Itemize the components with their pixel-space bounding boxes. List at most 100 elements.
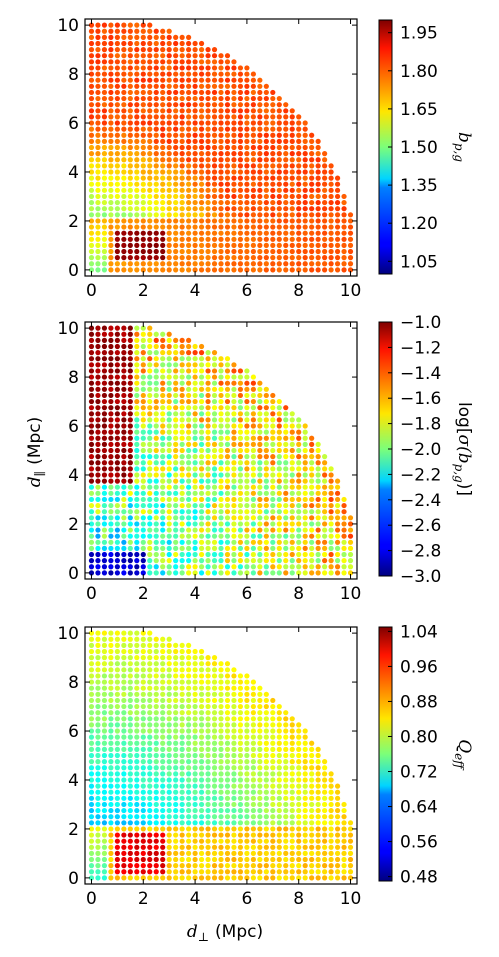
data-point [153, 417, 159, 423]
data-point [192, 405, 198, 411]
data-point [283, 844, 289, 850]
data-point [160, 236, 166, 242]
data-point [309, 248, 315, 255]
data-point [95, 441, 101, 447]
data-point [160, 331, 166, 337]
data-point [270, 261, 276, 267]
data-point [302, 777, 308, 783]
data-point [224, 752, 231, 759]
data-point [114, 181, 120, 187]
data-point [114, 236, 120, 242]
data-point [192, 206, 198, 212]
data-point [250, 564, 256, 570]
data-point [315, 564, 321, 570]
data-point [198, 429, 205, 435]
data-point [257, 460, 263, 466]
data-point [270, 126, 276, 132]
data-point [95, 380, 101, 386]
data-point [250, 765, 256, 771]
data-point [237, 502, 244, 509]
data-point [134, 89, 140, 96]
data-point [192, 844, 198, 850]
data-point [186, 65, 192, 71]
data-point [179, 65, 185, 71]
data-point [160, 570, 166, 576]
data-point [140, 120, 146, 126]
data-point [108, 405, 114, 411]
data-point [237, 551, 244, 558]
data-point [198, 472, 205, 478]
data-point [250, 429, 256, 435]
data-point [198, 157, 205, 163]
data-point [88, 673, 95, 679]
data-point [108, 460, 114, 466]
data-point [101, 832, 108, 838]
data-point [95, 630, 101, 636]
data-point [192, 795, 198, 801]
data-point [250, 77, 256, 83]
data-point [322, 151, 328, 157]
data-point [166, 65, 172, 71]
data-point [114, 193, 120, 200]
data-point [296, 417, 302, 423]
data-point [270, 838, 276, 844]
data-point [322, 570, 328, 576]
data-point [114, 102, 120, 108]
data-point [114, 801, 120, 808]
data-point [173, 496, 179, 503]
data-point [192, 108, 198, 114]
data-point [114, 807, 120, 814]
data-point [153, 83, 159, 89]
data-point [140, 539, 146, 545]
data-point [237, 777, 244, 783]
data-point [108, 144, 114, 151]
data-point [270, 734, 276, 740]
data-point [95, 795, 101, 801]
data-point [211, 374, 218, 380]
data-point [205, 722, 211, 728]
data-point [186, 691, 192, 697]
data-point [166, 83, 172, 89]
data-point [263, 114, 269, 120]
data-point [101, 108, 108, 114]
data-point [140, 844, 146, 850]
data-point [276, 472, 282, 478]
data-point [186, 716, 192, 722]
data-point [244, 832, 250, 838]
data-point [205, 108, 211, 114]
data-point [328, 484, 334, 490]
data-point [276, 417, 282, 423]
colorbar-tick-label: 1.95 [400, 24, 438, 44]
data-point [263, 386, 269, 392]
data-point [121, 447, 127, 454]
data-point [283, 869, 289, 875]
data-point [121, 777, 127, 783]
data-point [263, 108, 269, 114]
data-point [322, 759, 328, 765]
data-point [347, 863, 354, 869]
data-point [127, 151, 133, 157]
data-point [250, 411, 256, 417]
data-point [289, 454, 295, 460]
data-point [296, 187, 302, 193]
data-point [134, 331, 140, 337]
data-point [121, 655, 127, 661]
data-point [95, 187, 101, 193]
data-point [205, 844, 211, 850]
data-point [257, 496, 263, 503]
data-point [121, 539, 127, 545]
data-point [127, 515, 133, 521]
data-point [114, 71, 120, 77]
data-point [101, 697, 108, 704]
data-point [218, 551, 224, 558]
data-point [108, 71, 114, 77]
data-point [114, 545, 120, 552]
data-point [127, 89, 133, 96]
data-point [302, 515, 308, 521]
data-point [309, 863, 315, 869]
data-point [257, 484, 263, 490]
data-point [160, 679, 166, 685]
data-point [153, 138, 159, 144]
data-point [218, 502, 224, 509]
data-point [101, 151, 108, 157]
